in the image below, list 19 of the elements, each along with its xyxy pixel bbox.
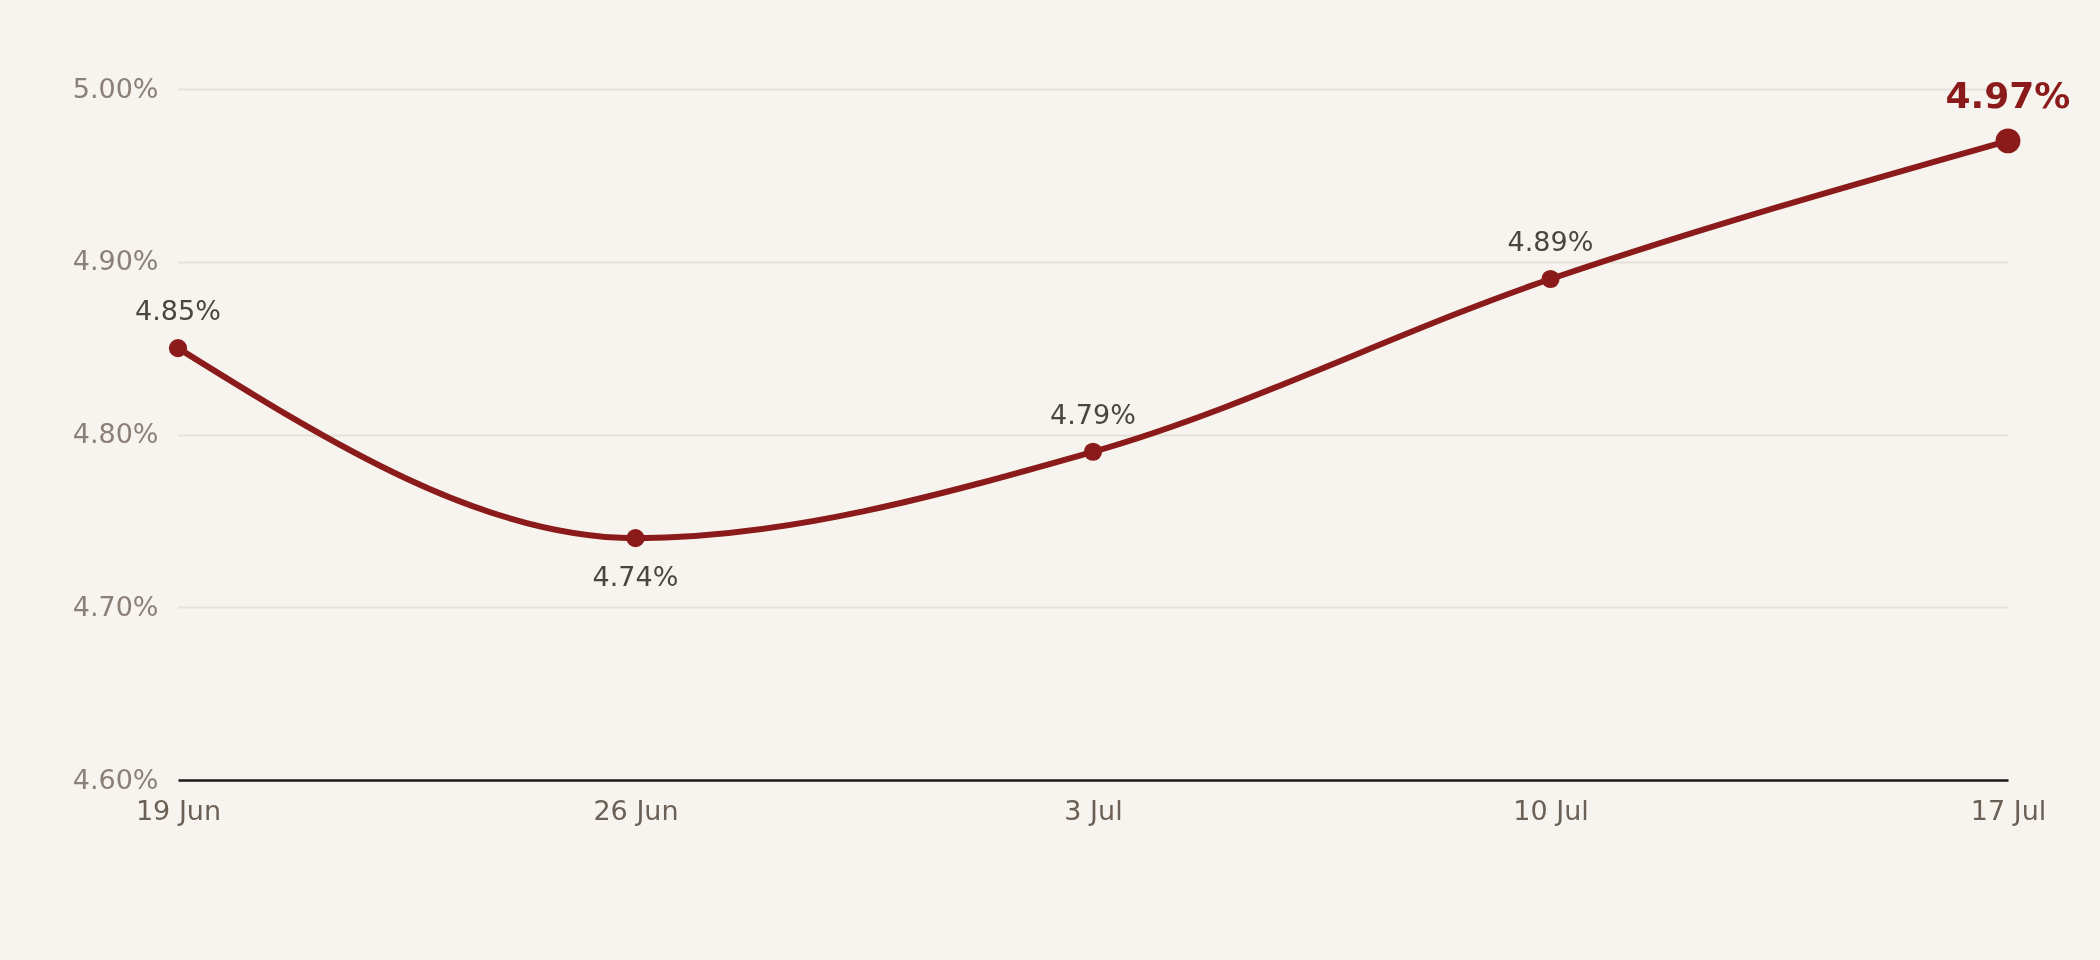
data-label: 4.97% [1945,74,2071,116]
point [1083,442,1103,461]
point [626,529,645,548]
x-tick-label: 10 Jul [1513,794,1589,826]
x-tick-label: 19 Jun [135,794,222,826]
data-label: 4.89% [1507,226,1594,258]
data-label: 4.74% [592,561,679,593]
x-tick-label: 3 Jul [1064,794,1123,826]
y-tick-label: 4.60% [72,763,159,795]
y-tick-label: 5.00% [72,72,159,104]
data-label: 4.85% [135,295,221,327]
x-tick-label: 26 Jun [593,794,679,826]
point [1541,269,1560,289]
y-tick-label: 4.70% [72,590,159,622]
y-tick-label: 4.90% [72,245,159,277]
data-label: 4.79% [1050,398,1136,430]
y-tick-label: 4.80% [72,418,159,449]
point [168,339,188,358]
x-tick-label: 17 Jul [1970,794,2047,826]
